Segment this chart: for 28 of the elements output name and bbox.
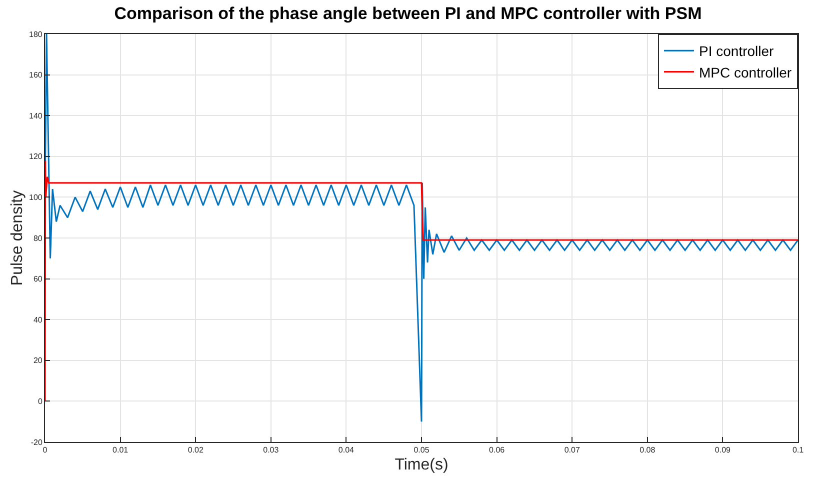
x-tick-label: 0.06 bbox=[489, 446, 506, 455]
x-tick-label: 0.01 bbox=[112, 446, 129, 455]
x-tick-label: 0.04 bbox=[338, 446, 355, 455]
x-tick-label: 0.02 bbox=[188, 446, 204, 455]
y-axis-title: Pulse density bbox=[8, 190, 26, 286]
line-series bbox=[45, 160, 798, 402]
chart-title: Comparison of the phase angle between PI and MPC controller with PSM bbox=[114, 4, 702, 24]
y-tick-label: 160 bbox=[29, 70, 43, 80]
legend-label: MPC controller bbox=[699, 64, 792, 80]
x-tick-label: 0.07 bbox=[564, 446, 580, 455]
x-axis-title: Time(s) bbox=[394, 456, 448, 474]
x-tick-label: 0.09 bbox=[714, 446, 732, 455]
line-series bbox=[45, 34, 798, 422]
x-tick-label: 0.03 bbox=[263, 446, 280, 455]
y-tick-label: 0 bbox=[38, 397, 43, 406]
y-tick-label: 80 bbox=[33, 234, 43, 243]
y-tick-label: 20 bbox=[33, 356, 43, 366]
y-tick-label: 140 bbox=[29, 111, 43, 120]
y-tick-label: 120 bbox=[29, 152, 43, 162]
y-tick-label: 100 bbox=[29, 193, 43, 202]
y-tick-label: 180 bbox=[29, 30, 43, 39]
y-tick-label: 40 bbox=[33, 315, 43, 324]
x-tick-label: 0.1 bbox=[792, 446, 804, 455]
legend-label: PI controller bbox=[699, 43, 774, 60]
x-tick-label: 0.05 bbox=[414, 446, 430, 455]
y-tick-label: -20 bbox=[30, 438, 43, 447]
x-tick-label: 0.08 bbox=[640, 446, 656, 455]
y-tick-label: 60 bbox=[33, 274, 43, 284]
